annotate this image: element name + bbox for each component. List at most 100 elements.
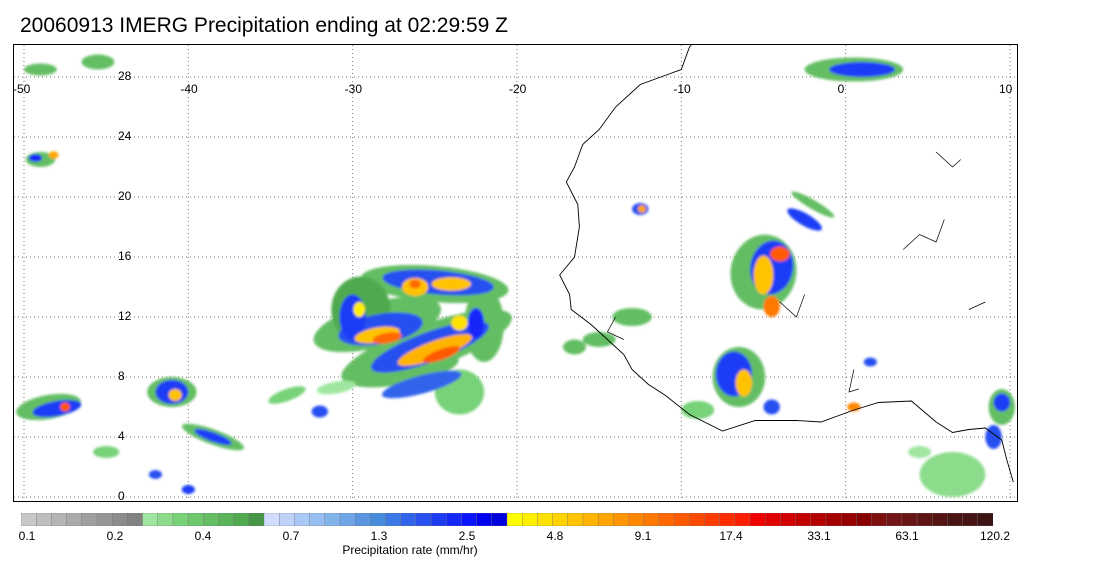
precip-cell (381, 370, 462, 399)
lat-lon-grid (14, 45, 1017, 501)
map-title: 20060913 IMERG Precipitation ending at 0… (20, 14, 508, 37)
colorbar-swatch (263, 513, 280, 526)
colorbar-swatch (704, 513, 721, 526)
colorbar (21, 513, 993, 526)
river-line (779, 294, 805, 318)
colorbar-swatch (294, 513, 311, 526)
precip-cell (268, 386, 306, 404)
colorbar-swatch (309, 513, 326, 526)
colorbar-swatch (856, 513, 873, 526)
colorbar-swatch (51, 513, 68, 526)
precip-cell (985, 425, 1002, 449)
precip-cell (194, 429, 232, 445)
colorbar-swatch (916, 513, 933, 526)
colorbar-swatch (96, 513, 113, 526)
colorbar-swatch (719, 513, 736, 526)
colorbar-swatch (370, 513, 387, 526)
river-line (848, 369, 859, 393)
colorbar-swatch (415, 513, 432, 526)
colorbar-swatch (142, 513, 159, 526)
precip-cell (168, 389, 182, 401)
precip-cell (353, 302, 365, 317)
colorbar-swatch (521, 513, 538, 526)
precip-cell (612, 308, 652, 326)
colorbar-tick-label: 1.3 (370, 529, 388, 543)
colorbar-tick-label: 9.1 (634, 529, 652, 543)
colorbar-swatch (947, 513, 964, 526)
colorbar-swatch (354, 513, 371, 526)
precip-cell (28, 154, 43, 162)
colorbar-swatch (506, 513, 523, 526)
colorbar-swatch (977, 513, 993, 526)
colorbar-swatch (218, 513, 235, 526)
colorbar-swatch (689, 513, 705, 526)
precip-cell (787, 208, 822, 231)
precip-cell (409, 279, 421, 289)
lat-tick-label: 20 (118, 189, 132, 203)
colorbar-tick-label: 17.4 (719, 529, 743, 543)
colorbar-tick-label: 2.5 (458, 529, 476, 543)
precip-cell (81, 54, 115, 70)
precip-cell (316, 380, 356, 395)
colorbar-swatch (111, 513, 128, 526)
precip-cell (582, 332, 616, 347)
map-panel (13, 44, 1018, 502)
colorbar-swatch (248, 513, 265, 526)
colorbar-swatch (734, 513, 751, 526)
colorbar-tick-label: 120.2 (979, 529, 1011, 543)
colorbar-swatch (628, 513, 645, 526)
precip-cell (753, 255, 774, 295)
coastline (559, 45, 1014, 483)
precip-cell (24, 63, 57, 76)
lat-tick-label: 24 (118, 129, 132, 143)
lat-tick-label: 0 (118, 489, 125, 503)
colorbar-swatch (810, 513, 827, 526)
precipitation-field (16, 54, 1015, 497)
precip-cell (181, 485, 195, 494)
colorbar-swatch (339, 513, 356, 526)
colorbar-swatch (840, 513, 857, 526)
colorbar-swatch (643, 513, 660, 526)
colorbar-swatch (658, 513, 675, 526)
colorbar-swatch (871, 513, 888, 526)
colorbar-swatch (613, 513, 630, 526)
river-line (606, 316, 624, 340)
colorbar-swatch (673, 513, 690, 526)
africa-coastline (559, 45, 1014, 483)
colorbar-swatch (66, 513, 83, 526)
precip-cell (993, 393, 1010, 412)
colorbar-swatch (400, 513, 417, 526)
colorbar-swatch (172, 513, 189, 526)
colorbar-swatch (446, 513, 462, 526)
river-line (968, 301, 986, 310)
precip-cell (763, 399, 780, 415)
precip-cell (32, 399, 82, 418)
precip-cell (563, 339, 587, 355)
precip-cell (422, 346, 461, 363)
colorbar-swatch (157, 513, 174, 526)
colorbar-swatch (430, 513, 447, 526)
colorbar-swatch (825, 513, 842, 526)
river-line (935, 151, 961, 168)
precip-cell (919, 452, 986, 497)
precipitation-map (14, 45, 1017, 501)
colorbar-tick-label: 0.2 (106, 529, 124, 543)
colorbar-swatch (203, 513, 219, 526)
colorbar-swatch (233, 513, 250, 526)
lon-tick-label: 10 (999, 82, 1013, 96)
lon-tick-label: -20 (509, 82, 527, 96)
precip-cell (60, 402, 71, 412)
lat-tick-label: 28 (118, 69, 132, 83)
colorbar-swatch (461, 513, 478, 526)
colorbar-swatch (886, 513, 903, 526)
precip-cell (770, 246, 790, 262)
lon-tick-label: 0 (837, 82, 845, 96)
colorbar-swatch (127, 513, 144, 526)
lon-tick-label: -30 (344, 82, 362, 96)
precip-cell (681, 401, 715, 419)
colorbar-swatch (476, 513, 493, 526)
lon-tick-label: -10 (673, 82, 691, 96)
lat-tick-label: 8 (118, 369, 125, 383)
colorbar-swatch (567, 513, 584, 526)
precip-cell (311, 405, 329, 418)
